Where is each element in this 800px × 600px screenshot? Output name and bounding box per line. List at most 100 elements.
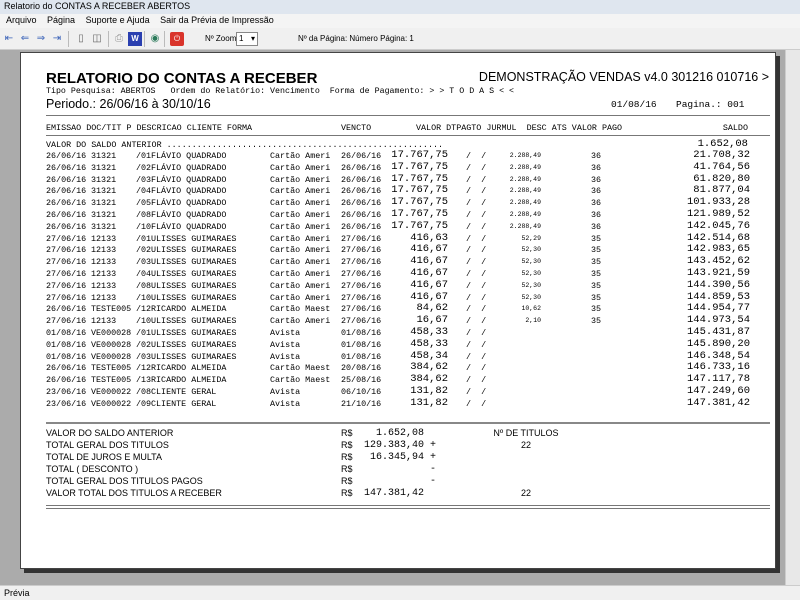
table-row: 26/06/16 31321/03 FLÁVIO QUADRADO Cartão Am… bbox=[21, 172, 777, 186]
cell-juros-multa: 52,30 bbox=[521, 270, 541, 277]
cell-saldo: 61.820,80 bbox=[693, 172, 750, 185]
cell-forma: Cartão Ameri bbox=[270, 210, 331, 220]
cell-dtpagto: / / bbox=[466, 233, 487, 244]
table-row: 01/08/16 VE000028/03 ULISSES GUIMARAES Avis… bbox=[21, 350, 777, 363]
menu-bar: Arquivo Página Suporte e Ajuda Sair da P… bbox=[0, 14, 800, 28]
cell-documento: 31321 bbox=[91, 221, 117, 232]
cell-dtpagto: / / bbox=[466, 186, 487, 197]
cell-vencimento: 26/06/16 bbox=[341, 221, 382, 232]
cell-cliente: RICARDO ALMEIDA bbox=[151, 375, 227, 386]
cell-dtpagto: / / bbox=[466, 280, 487, 291]
summary-value: 129.383,40 bbox=[363, 440, 424, 451]
table-row: 26/06/16 TESTE005/13 RICARDO ALMEIDA Cartão… bbox=[21, 373, 777, 386]
cell-dtpagto: / / bbox=[466, 387, 487, 397]
cell-vencimento: 26/06/16 bbox=[341, 174, 382, 185]
summary-row: TOTAL GERAL DOS TITULOS PAGOS R$ - bbox=[46, 476, 646, 488]
cell-vencimento: 21/10/16 bbox=[341, 398, 382, 409]
report-period: Periodo.: 26/06/16 à 30/10/16 bbox=[46, 97, 211, 111]
cell-parcela: /01 bbox=[136, 233, 152, 244]
cell-ats: 35 bbox=[591, 316, 602, 327]
saldo-anterior-value: 1.652,08 bbox=[697, 138, 748, 150]
cell-vencimento: 26/06/16 bbox=[341, 151, 382, 161]
cell-valor: 17.767,75 bbox=[391, 160, 448, 173]
cell-ats: 36 bbox=[591, 186, 602, 197]
first-page-icon[interactable]: ⇤ bbox=[4, 33, 14, 44]
cell-dtpagto: / / bbox=[466, 375, 487, 386]
cell-emissao: 26/06/16 bbox=[46, 186, 87, 197]
cell-saldo: 147.117,78 bbox=[686, 373, 750, 386]
close-icon[interactable]: ⏻ bbox=[170, 32, 184, 46]
print-icon[interactable]: ⎙ bbox=[115, 33, 123, 44]
cell-parcela: /05 bbox=[136, 198, 152, 209]
cell-cliente: FLÁVIO QUADRADO bbox=[151, 210, 227, 220]
table-row: 27/06/16 12133/03 ULISSES GUIMARAES Cartão … bbox=[21, 255, 777, 268]
table-row: 23/06/16 VE000022/09 CLIENTE GERAL Avista 21… bbox=[21, 397, 777, 410]
cell-dtpagto: / / bbox=[466, 257, 487, 268]
prev-page-icon[interactable]: ⇐ bbox=[20, 33, 30, 44]
cell-emissao: 26/06/16 bbox=[46, 375, 87, 386]
report-date: 01/08/16 bbox=[611, 99, 657, 110]
window-title: Relatorio do CONTAS A RECEBER ABERTOS bbox=[0, 0, 800, 14]
cell-parcela: /13 bbox=[136, 375, 152, 386]
next-page-icon[interactable]: ⇒ bbox=[36, 33, 46, 44]
cell-vencimento: 01/08/16 bbox=[341, 351, 382, 362]
cell-forma: Avista bbox=[270, 339, 301, 350]
cell-emissao: 27/06/16 bbox=[46, 245, 87, 256]
cell-forma: Cartão Ameri bbox=[270, 162, 331, 173]
cell-dtpagto: / / bbox=[466, 339, 487, 350]
cell-saldo: 146.733,16 bbox=[686, 361, 750, 374]
cell-dtpagto: / / bbox=[466, 162, 487, 173]
cell-valor: 384,62 bbox=[410, 361, 448, 374]
cell-ats: 36 bbox=[591, 174, 602, 185]
two-pages-icon[interactable]: ◫ bbox=[92, 33, 102, 44]
menu-pagina[interactable]: Página bbox=[47, 15, 76, 25]
cell-emissao: 26/06/16 bbox=[46, 162, 87, 173]
cell-cliente: RICARDO ALMEIDA bbox=[151, 363, 227, 374]
cell-vencimento: 01/08/16 bbox=[341, 328, 382, 338]
word-export-icon[interactable]: W bbox=[128, 32, 142, 46]
cell-saldo: 142.514,68 bbox=[686, 231, 750, 244]
cell-parcela: /01 bbox=[136, 151, 152, 161]
cell-vencimento: 27/06/16 bbox=[341, 269, 382, 279]
cell-valor: 17.767,75 bbox=[391, 208, 448, 220]
menu-arquivo[interactable]: Arquivo bbox=[6, 15, 37, 25]
cell-valor: 416,67 bbox=[410, 278, 448, 291]
menu-sair[interactable]: Sair da Prévia de Impressão bbox=[160, 15, 274, 25]
web-export-icon[interactable]: ◉ bbox=[150, 33, 160, 44]
report-title: RELATORIO DO CONTAS A RECEBER bbox=[46, 70, 318, 87]
cell-parcela: /01 bbox=[136, 328, 152, 338]
cell-saldo: 145.890,20 bbox=[686, 337, 750, 350]
cell-dtpagto: / / bbox=[466, 210, 487, 220]
table-row: 27/06/16 12133/08 ULISSES GUIMARAES Cartão … bbox=[21, 278, 777, 292]
cell-forma: Cartão Maest bbox=[270, 375, 331, 386]
cell-dtpagto: / / bbox=[466, 316, 487, 327]
cell-parcela: /08 bbox=[136, 280, 152, 291]
cell-juros-multa: 2.288,49 bbox=[509, 211, 541, 218]
single-page-icon[interactable]: ▯ bbox=[78, 33, 84, 44]
cell-juros-multa: 52,30 bbox=[521, 281, 541, 289]
menu-suporte[interactable]: Suporte e Ajuda bbox=[85, 15, 150, 25]
cell-cliente: CLIENTE GERAL bbox=[151, 398, 217, 409]
cell-vencimento: 26/06/16 bbox=[341, 198, 382, 209]
cell-parcela: /03 bbox=[136, 257, 152, 268]
cell-forma: Avista bbox=[270, 387, 301, 397]
cell-emissao: 26/06/16 bbox=[46, 221, 87, 232]
cell-parcela: /02 bbox=[136, 162, 152, 173]
cell-cliente: ULISSES GUIMARAES bbox=[151, 257, 237, 268]
cell-documento: 31321 bbox=[91, 151, 117, 161]
summary-sign: + bbox=[430, 440, 437, 451]
cell-vencimento: 20/08/16 bbox=[341, 363, 382, 374]
summary-cur: R$ bbox=[341, 488, 353, 498]
cell-emissao: 27/06/16 bbox=[46, 292, 87, 303]
zoom-select[interactable]: 1 ▾ bbox=[236, 32, 258, 46]
cell-juros-multa: 2.288,49 bbox=[509, 152, 541, 159]
last-page-icon[interactable]: ⇥ bbox=[52, 33, 62, 44]
cell-juros-multa: 2.288,49 bbox=[509, 199, 541, 207]
cell-saldo: 21.708,32 bbox=[693, 149, 750, 161]
table-row: 01/08/16 VE000028/01 ULISSES GUIMARAES Avis… bbox=[21, 326, 777, 339]
cell-parcela: /02 bbox=[136, 245, 152, 256]
column-vencto: VENCTO bbox=[341, 123, 372, 133]
cell-forma: Cartão Ameri bbox=[270, 221, 331, 232]
cell-valor: 458,33 bbox=[410, 326, 448, 338]
vertical-scrollbar[interactable] bbox=[785, 50, 800, 585]
